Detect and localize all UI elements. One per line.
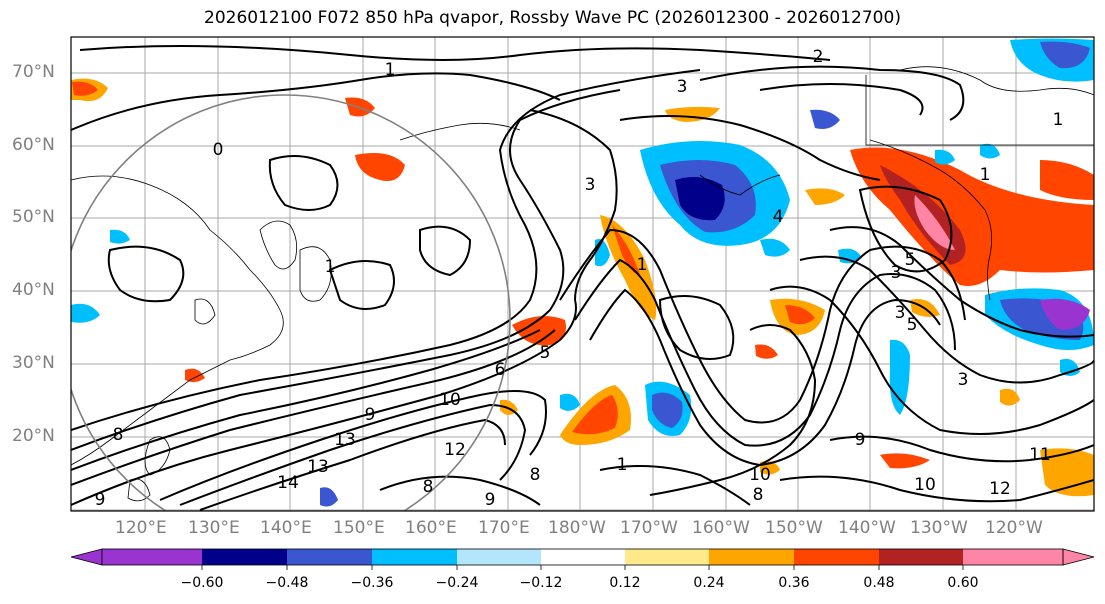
contour-label: 13 xyxy=(307,457,329,477)
contour-label: 1 xyxy=(637,255,648,275)
contour-label: 13 xyxy=(334,430,356,450)
colorbar-tick-label: −0.60 xyxy=(180,575,224,591)
contour-label: 8 xyxy=(113,425,124,445)
longitude-label: 130°W xyxy=(910,518,968,538)
contour-label: 12 xyxy=(444,440,466,460)
longitude-label: 170°W xyxy=(620,518,678,538)
latitude-label: 20°N xyxy=(12,426,55,446)
contour-label: 1 xyxy=(385,60,396,80)
contour-label: 3 xyxy=(895,303,906,323)
latitude-label: 40°N xyxy=(12,280,55,300)
contour-label: 9 xyxy=(95,490,106,510)
contour-label: 3 xyxy=(891,263,902,283)
contour-label: 9 xyxy=(485,490,496,510)
contour-label: 1 xyxy=(980,165,991,185)
contour-label: 1 xyxy=(617,455,628,475)
longitude-label: 120°W xyxy=(985,518,1043,538)
contour-label: 5 xyxy=(905,250,916,270)
latitude-label: 60°N xyxy=(12,135,55,155)
colorbar-tick-label: −0.36 xyxy=(350,575,394,591)
contour-label: 8 xyxy=(423,477,434,497)
contour-lines xyxy=(71,45,1094,511)
contour-label: 8 xyxy=(753,485,764,505)
longitude-label: 170°E xyxy=(478,518,530,538)
map-frame xyxy=(70,36,1095,512)
contour-label: 9 xyxy=(855,430,866,450)
contour-label: 4 xyxy=(773,207,784,227)
colorbar-tick-label: 0.48 xyxy=(863,575,895,591)
contour-label: 10 xyxy=(439,390,461,410)
chart-title: 2026012100 F072 850 hPa qvapor, Rossby W… xyxy=(204,8,901,28)
contour-label: 0 xyxy=(213,140,224,160)
longitude-label: 180°W xyxy=(548,518,606,538)
contour-label: 5 xyxy=(907,315,918,335)
contour-label-layer: 0 1 1 1 2 3 3 3 3 3 4 5 5 5 6 8 8 8 8 9 … xyxy=(95,47,1064,510)
reference-circle xyxy=(71,94,511,511)
latitude-label: 50°N xyxy=(12,207,55,227)
contour-label: 3 xyxy=(585,175,596,195)
contour-label: 1 xyxy=(1053,110,1064,130)
contour-label: 1 xyxy=(325,257,336,277)
contour-label: 3 xyxy=(677,77,688,97)
longitude-label: 140°W xyxy=(838,518,896,538)
contour-label: 11 xyxy=(1029,445,1051,465)
contour-label: 14 xyxy=(277,473,299,493)
contour-label: 10 xyxy=(914,475,936,495)
longitude-label: 120°E xyxy=(115,518,167,538)
colorbar-tick-label: 0.60 xyxy=(947,575,979,591)
colorbar-tick-label: 0.12 xyxy=(609,575,641,591)
contour-label: 9 xyxy=(365,405,376,425)
longitude-label: 150°E xyxy=(333,518,385,538)
latitude-label: 70°N xyxy=(12,62,55,82)
longitude-label: 140°E xyxy=(260,518,312,538)
colorbar xyxy=(70,548,1095,570)
longitude-label: 130°E xyxy=(188,518,240,538)
contour-label: 2 xyxy=(813,47,824,67)
colorbar-tick-label: 0.24 xyxy=(693,575,725,591)
contour-label: 6 xyxy=(495,360,506,380)
negative-anomaly-regions xyxy=(71,38,1094,507)
contour-label: 5 xyxy=(540,343,551,363)
longitude-label: 150°W xyxy=(765,518,823,538)
colorbar-tick-label: −0.24 xyxy=(435,575,479,591)
contour-label: 10 xyxy=(749,465,771,485)
contour-label: 3 xyxy=(958,370,969,390)
positive-anomaly-regions xyxy=(71,78,1094,497)
contour-label: 12 xyxy=(989,479,1011,499)
latitude-label: 30°N xyxy=(12,353,55,373)
longitude-label: 160°E xyxy=(405,518,457,538)
colorbar-tick-label: −0.48 xyxy=(265,575,309,591)
longitude-label: 160°W xyxy=(692,518,750,538)
colorbar-tick-label: 0.36 xyxy=(778,575,810,591)
contour-label: 8 xyxy=(530,465,541,485)
colorbar-tick-label: −0.12 xyxy=(519,575,563,591)
